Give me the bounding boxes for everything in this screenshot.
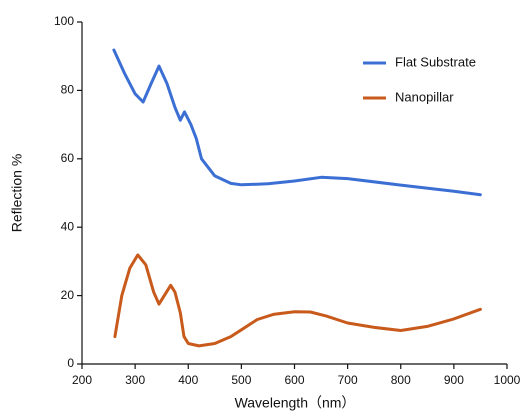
- data-line: [112, 48, 482, 197]
- x-tick-label: 600: [284, 373, 304, 387]
- y-tick-label: 80: [61, 83, 75, 97]
- x-tick-label: 200: [72, 373, 92, 387]
- y-tick-label: 20: [61, 288, 75, 302]
- y-axis-title: Reflection %: [9, 154, 25, 233]
- y-tick-label: 60: [61, 151, 75, 165]
- y-tick-label: 0: [67, 356, 74, 370]
- x-tick-label: 400: [178, 373, 198, 387]
- x-tick-label: 500: [231, 373, 251, 387]
- x-tick-label: 1000: [494, 373, 521, 387]
- legend-label: Flat Substrate: [395, 54, 476, 69]
- data-line: [113, 253, 482, 348]
- legend-label: Nanopillar: [395, 89, 454, 104]
- x-tick-label: 800: [391, 373, 411, 387]
- x-tick-label: 900: [444, 373, 464, 387]
- y-tick-label: 40: [61, 219, 75, 233]
- y-tick-label: 100: [54, 14, 74, 28]
- x-axis-title: Wavelength（nm）: [235, 395, 356, 411]
- x-tick-label: 300: [125, 373, 145, 387]
- x-tick-label: 700: [338, 373, 358, 387]
